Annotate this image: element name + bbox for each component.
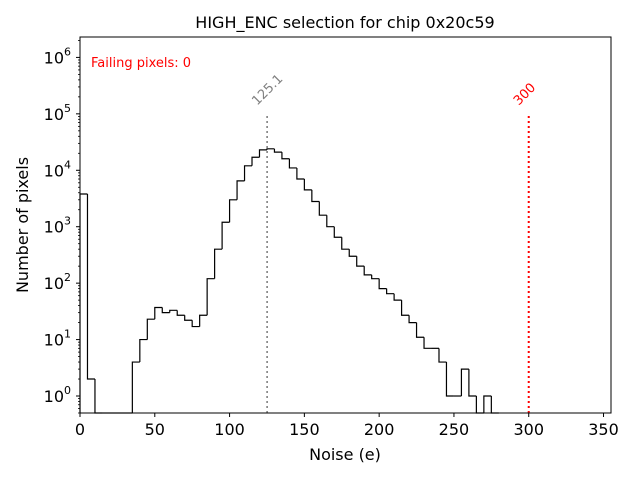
y-tick-label: 102	[44, 271, 71, 293]
y-tick-label: 103	[44, 215, 71, 237]
histogram-bin	[318, 201, 327, 216]
histogram-bin	[184, 315, 193, 321]
histogram-bin	[131, 361, 140, 413]
histogram-bin	[236, 180, 245, 200]
histogram-bin	[86, 193, 95, 380]
histogram-bin	[258, 149, 267, 158]
x-tick-label: 150	[289, 420, 320, 439]
y-tick-label: 105	[44, 102, 71, 124]
y-tick-label: 104	[44, 158, 71, 180]
x-tick-label: 350	[588, 420, 619, 439]
annotation-failing-pixels: Failing pixels: 0	[91, 56, 191, 71]
histogram-bin	[154, 306, 163, 320]
y-axis-label: Number of pixels	[13, 157, 32, 293]
histogram-bin	[281, 152, 290, 160]
y-tick-label: 100	[44, 384, 71, 406]
histogram-bin	[296, 167, 305, 180]
histogram-bin	[243, 165, 253, 181]
axes-frame	[79, 36, 612, 414]
x-tick-label: 0	[75, 420, 85, 439]
histogram-bin	[438, 348, 447, 363]
histogram-bin	[341, 237, 350, 250]
histogram-bin	[311, 189, 320, 203]
histogram-bin	[273, 148, 282, 153]
histogram-bin	[378, 278, 387, 290]
histogram-bin	[393, 293, 402, 301]
histogram-bin	[371, 274, 380, 280]
x-tick-label: 100	[214, 420, 245, 439]
histogram-bin	[191, 320, 200, 328]
histogram-bin	[176, 310, 185, 316]
x-tick-label: 300	[513, 420, 544, 439]
x-tick-label: 250	[439, 420, 470, 439]
histogram-bin	[161, 307, 170, 314]
histogram-bin	[408, 315, 417, 324]
histogram-bin	[206, 278, 215, 316]
histogram-bin	[445, 362, 454, 397]
histogram-bin	[460, 368, 469, 397]
histogram-bin	[356, 256, 365, 267]
histogram-bin	[415, 322, 425, 338]
y-tick-label: 106	[44, 45, 71, 67]
histogram-bin	[139, 338, 148, 363]
histogram-bin	[326, 215, 335, 228]
x-axis-label: Noise (e)	[309, 445, 381, 464]
histogram-bin	[169, 309, 178, 313]
histogram-bin	[303, 179, 312, 191]
histogram-bin	[266, 148, 275, 150]
x-tick-label: 200	[364, 420, 395, 439]
histogram-bin	[423, 337, 432, 349]
histogram-bin	[468, 369, 477, 397]
histogram-bin	[348, 249, 357, 257]
chart-title: HIGH_ENC selection for chip 0x20c59	[195, 13, 494, 33]
y-tick-label: 101	[44, 328, 71, 350]
histogram-bin	[386, 288, 395, 295]
histogram-bin	[146, 318, 155, 340]
histogram-bin	[228, 199, 238, 223]
histogram-bin	[400, 300, 410, 316]
histogram-bin	[333, 226, 342, 238]
histogram-bin	[483, 395, 492, 413]
histogram-bin	[288, 158, 297, 169]
histogram-bin	[221, 221, 230, 250]
histogram-bin	[214, 248, 223, 279]
histogram-bin	[363, 266, 372, 276]
x-tick-label: 50	[145, 420, 165, 439]
histogram-bin	[199, 314, 208, 327]
histogram-bin	[251, 156, 260, 166]
